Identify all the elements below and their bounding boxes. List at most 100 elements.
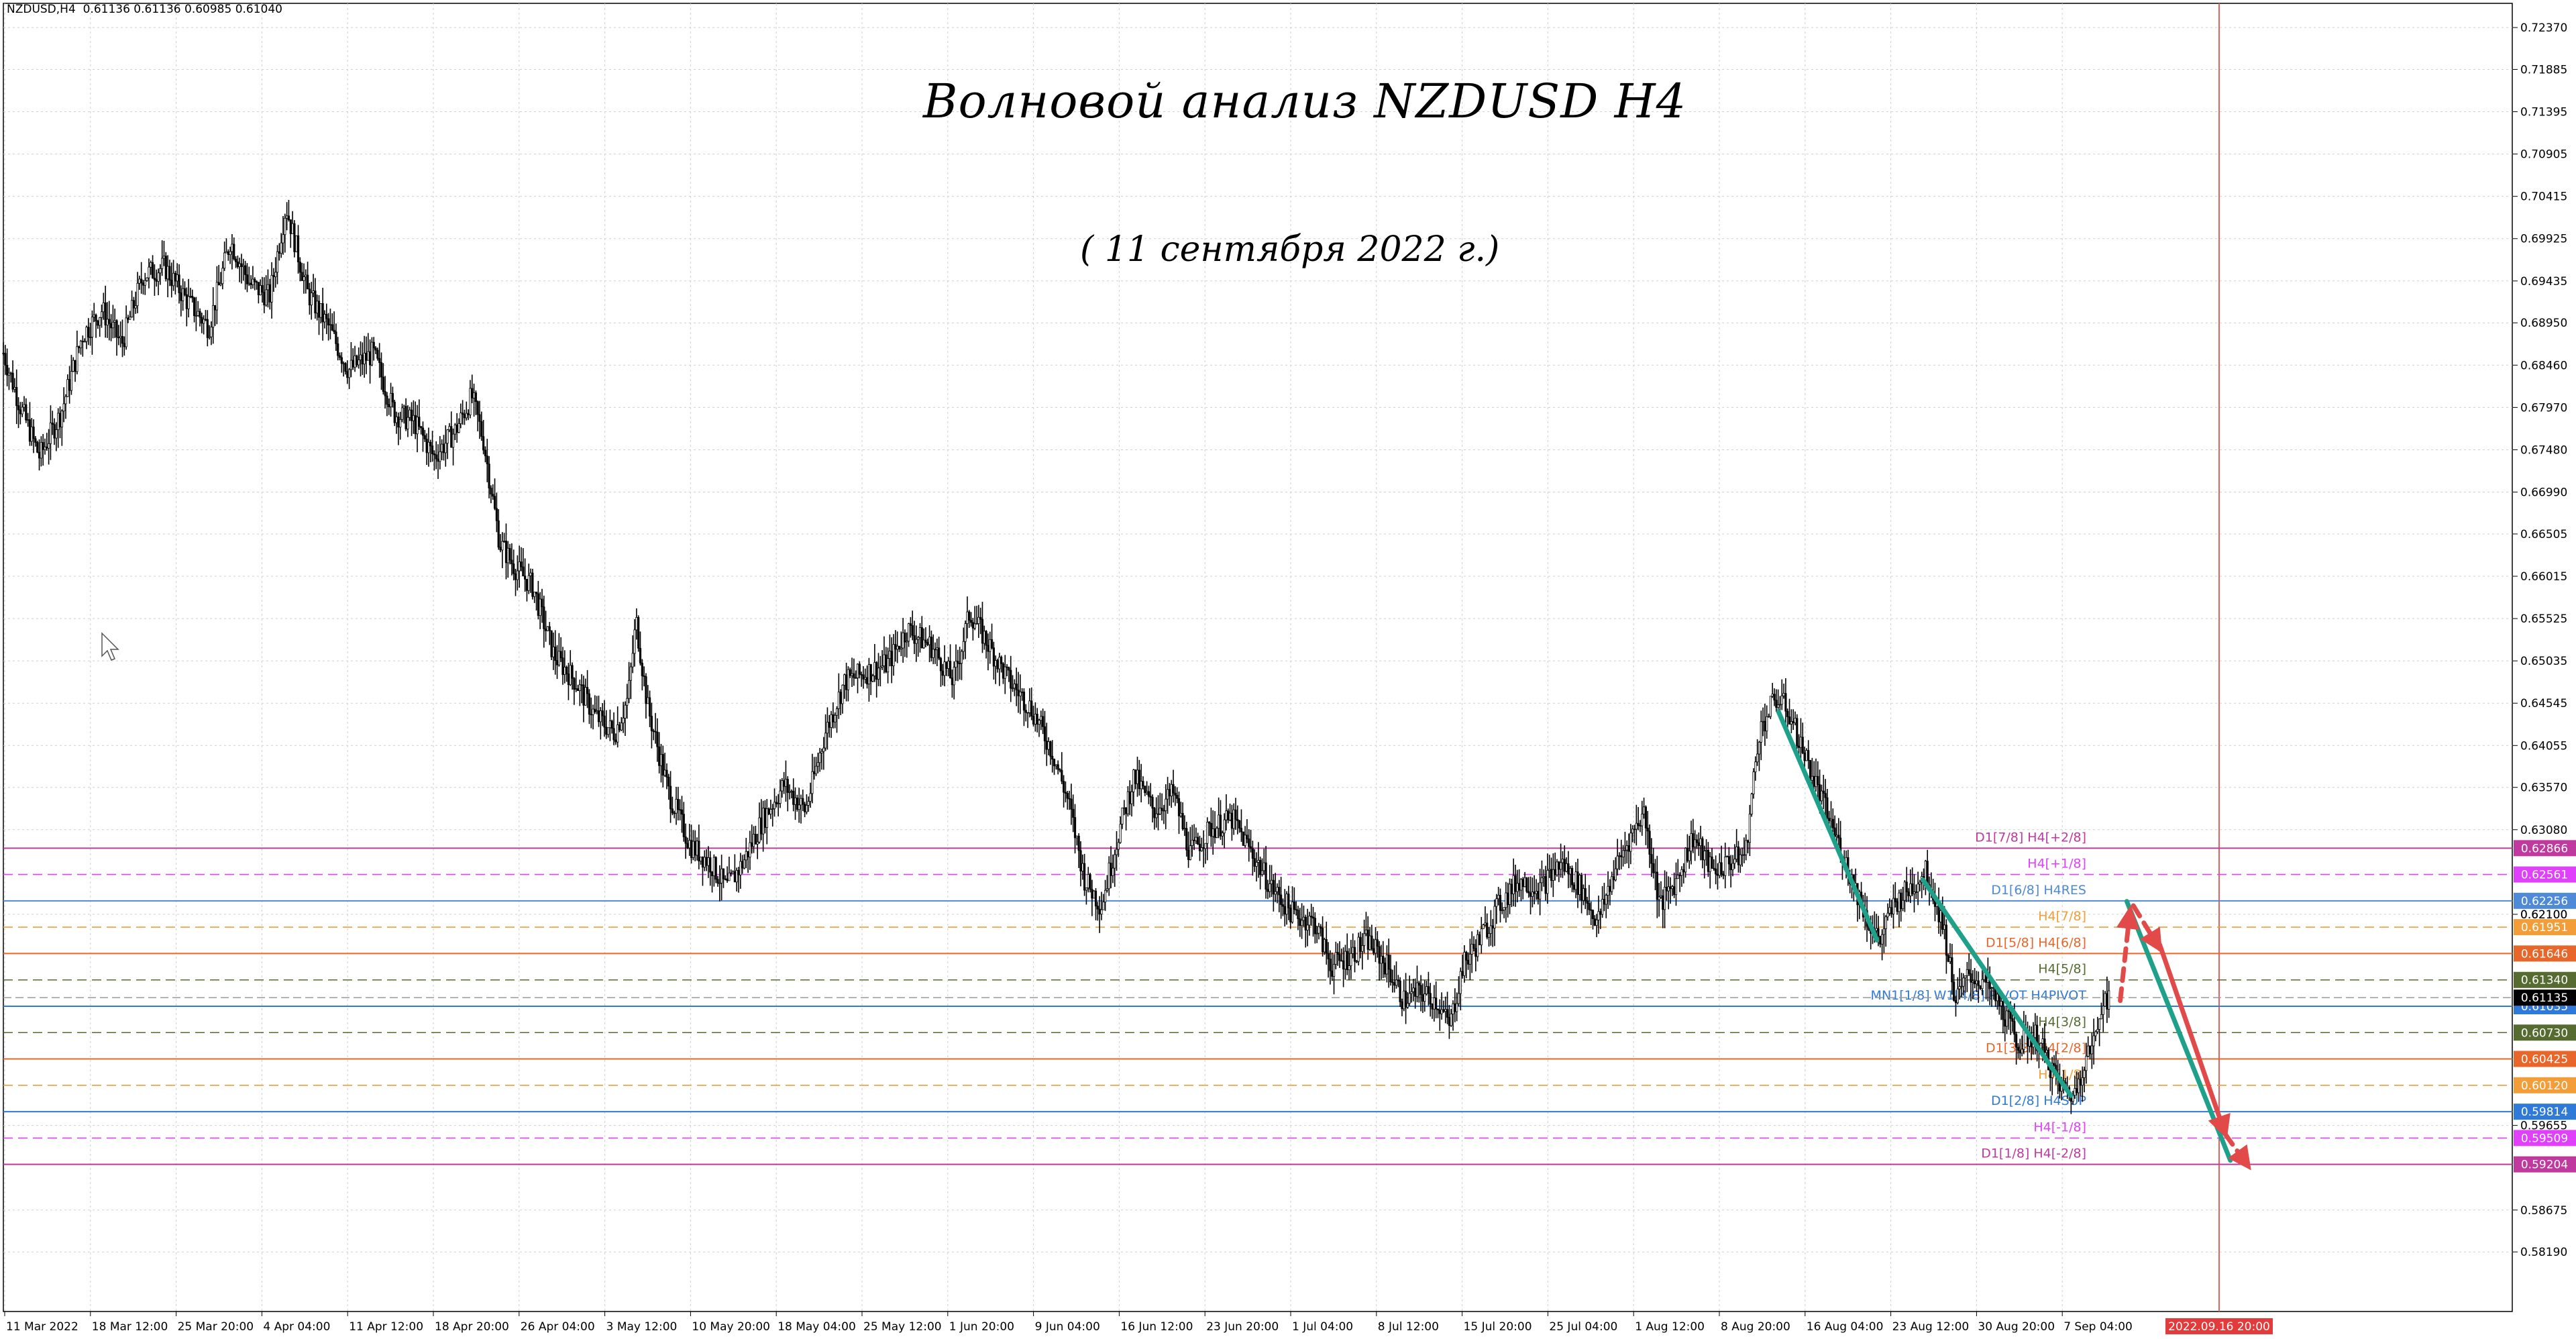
level-price-label: 0.59204 <box>2521 1159 2568 1172</box>
candle-body <box>786 779 789 793</box>
candle-body <box>244 265 247 275</box>
candle-body <box>1735 846 1738 860</box>
candle-body <box>1352 947 1354 954</box>
candle-body <box>1529 892 1532 897</box>
candle-body <box>1410 991 1413 994</box>
candle-body <box>616 725 619 743</box>
candle-body <box>1072 808 1075 818</box>
price-tick-label: 0.71395 <box>2520 106 2567 119</box>
time-tick-label: 1 Jul 04:00 <box>1292 1320 1353 1334</box>
candle-body <box>1809 760 1812 781</box>
candle-body <box>1695 839 1699 843</box>
level-price-label: 0.59509 <box>2521 1132 2568 1145</box>
candle-body <box>1731 863 1734 870</box>
candle-body <box>1350 953 1352 967</box>
candle-body <box>1907 892 1910 896</box>
level-price-label: 0.60730 <box>2521 1026 2568 1040</box>
candle-body <box>1882 928 1886 935</box>
candle-body <box>680 809 684 815</box>
candle-body <box>1875 928 1878 931</box>
candle-body <box>1210 822 1212 837</box>
candle-body <box>2090 1045 2093 1055</box>
candle-body <box>453 424 456 435</box>
candle-body <box>254 278 256 282</box>
candle-body <box>215 282 218 311</box>
price-tick-label: 0.70905 <box>2520 148 2567 162</box>
candle-body <box>1807 750 1810 761</box>
candle-body <box>1442 1009 1445 1012</box>
candle-body <box>1489 925 1492 934</box>
candle-body <box>1166 789 1169 800</box>
candle-body <box>953 667 955 686</box>
candle-body <box>837 692 840 709</box>
level-price-badge <box>2514 1104 2576 1120</box>
candle-body <box>1514 875 1517 892</box>
time-tick-label: 7 Sep 04:00 <box>2063 1320 2133 1334</box>
candle-body <box>246 274 249 284</box>
candle-body <box>1767 716 1770 718</box>
candle-body <box>962 641 965 652</box>
time-tick-label: 18 Apr 20:00 <box>435 1320 509 1334</box>
candle-body <box>1599 911 1602 915</box>
candle-body <box>1383 963 1387 975</box>
candle-body <box>1049 741 1052 757</box>
candle-body <box>1831 818 1834 828</box>
candle-body <box>722 868 725 879</box>
candle-body <box>633 629 636 654</box>
candle-body <box>2074 1088 2076 1096</box>
candle-body <box>1799 737 1803 748</box>
time-tick-label: 18 Mar 12:00 <box>92 1320 168 1334</box>
candle-body <box>1678 875 1681 877</box>
candle-body <box>762 808 765 835</box>
time-tick-label: 30 Aug 20:00 <box>1978 1320 2055 1334</box>
candle-body <box>1085 888 1088 891</box>
candle-body <box>1631 828 1634 834</box>
candle-body <box>922 639 925 649</box>
candle-body <box>1336 952 1339 955</box>
candle-body <box>462 413 464 415</box>
candle-body <box>93 315 95 317</box>
candle-body <box>182 288 184 301</box>
candle-body <box>1542 876 1545 878</box>
candle-body <box>1098 908 1101 915</box>
candle-body <box>1144 786 1146 794</box>
candle-body <box>771 808 774 810</box>
candle-body <box>504 541 508 564</box>
candle-body <box>1621 850 1625 857</box>
candle-body <box>728 872 731 881</box>
candle-body <box>698 841 700 862</box>
candle-body <box>957 661 959 664</box>
wave-trendline <box>2157 942 2231 1139</box>
candle-body <box>480 421 483 437</box>
candle-body <box>234 258 237 262</box>
candle-body <box>15 386 18 407</box>
candle-body <box>1332 964 1336 977</box>
candle-body <box>213 305 217 311</box>
candle-body <box>769 809 772 814</box>
candle-body <box>546 626 549 631</box>
candle-body <box>225 251 228 254</box>
candle-body <box>582 684 585 706</box>
candle-body <box>1614 868 1617 881</box>
candle-body <box>1601 899 1604 915</box>
candle-body <box>2081 1077 2084 1086</box>
candle-body <box>1355 961 1358 963</box>
candle-body <box>1586 900 1589 904</box>
candle-body <box>1461 971 1464 976</box>
candle-body <box>1945 924 1947 956</box>
candle-body <box>1570 868 1574 886</box>
candle-body <box>979 617 982 620</box>
candle-body <box>710 871 714 876</box>
candle-body <box>906 641 908 643</box>
candle-body <box>794 797 797 805</box>
candle-body <box>631 653 634 667</box>
candle-body <box>170 280 173 286</box>
candle-body <box>569 665 572 686</box>
candle-body <box>1941 910 1944 930</box>
candle-body <box>1803 752 1806 761</box>
candle-body <box>1901 900 1904 910</box>
candle-body <box>1316 932 1318 934</box>
candle-body <box>340 357 343 364</box>
